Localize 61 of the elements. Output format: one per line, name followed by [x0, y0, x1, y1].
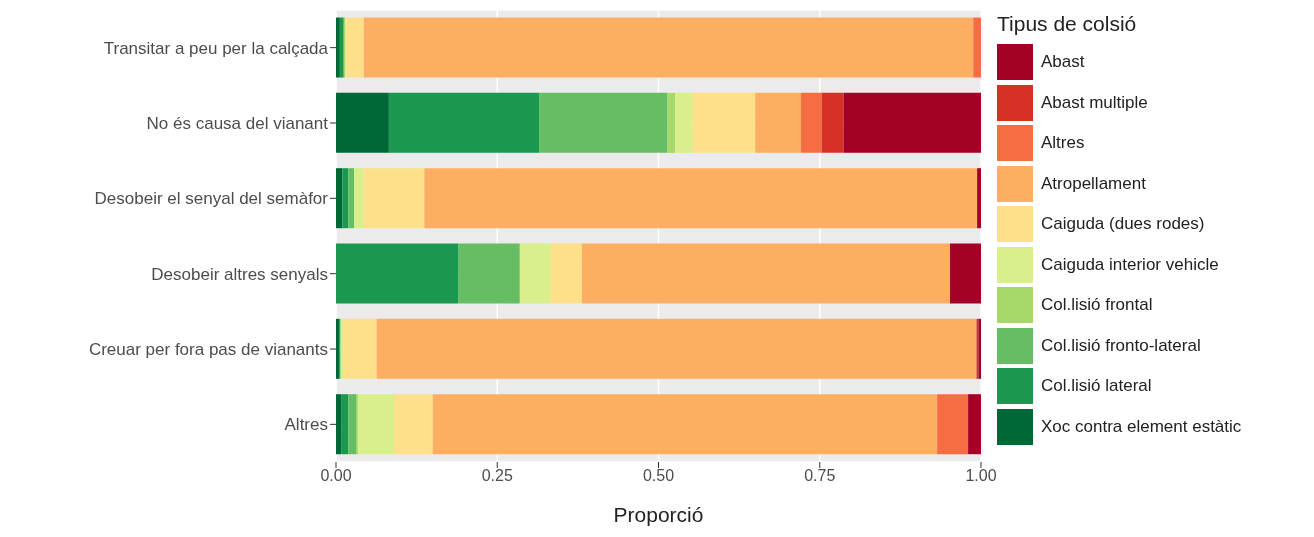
legend-label: Col.lisió fronto-lateral	[1041, 335, 1201, 356]
legend-label: Xoc contra element estàtic	[1041, 416, 1242, 437]
y-tick-label: Transitar a peu per la calçada	[103, 38, 329, 58]
bar	[977, 168, 981, 229]
legend-label: Atropellament	[1041, 173, 1146, 194]
bar	[581, 243, 951, 304]
bar	[336, 394, 342, 455]
bar	[937, 394, 969, 455]
bar	[336, 168, 343, 229]
x-tick-label: 0.50	[642, 467, 675, 485]
bar	[339, 17, 344, 78]
bar	[336, 243, 459, 304]
legend-label: Altres	[1041, 133, 1085, 154]
bar	[336, 17, 340, 78]
bar	[346, 17, 364, 78]
x-axis-title: Proporció	[613, 503, 704, 526]
legend-label: Caiguda interior vehicle	[1041, 254, 1219, 275]
legend-label: Caiguda (dues rodes)	[1041, 214, 1205, 235]
bar	[348, 168, 355, 229]
bar	[539, 92, 668, 153]
y-tick-label: Desobeir el senyal del semàfor	[94, 189, 329, 209]
bar	[363, 168, 425, 229]
bar	[342, 168, 349, 229]
bar	[394, 394, 433, 455]
y-tick-label: Desobeir altres senyals	[151, 264, 328, 284]
bar	[376, 318, 977, 379]
bar	[755, 92, 802, 153]
y-tick-label: Creuar per fora pas de vianants	[88, 340, 328, 360]
bar	[458, 243, 520, 304]
bar	[675, 92, 693, 153]
bar	[357, 394, 395, 455]
bar	[973, 17, 981, 78]
bar	[667, 92, 676, 153]
bar	[424, 168, 978, 229]
bar	[950, 243, 981, 304]
x-tick-label: 0.75	[804, 467, 836, 485]
bar	[336, 92, 389, 153]
legend-label: Col.lisió lateral	[1041, 376, 1152, 397]
bar	[354, 168, 364, 229]
y-tick-label: No és causa del vianant	[146, 114, 329, 134]
bar	[843, 92, 981, 153]
x-tick-label: 1.00	[965, 467, 997, 485]
bar	[801, 92, 822, 153]
bar	[341, 394, 349, 455]
bar	[821, 92, 844, 153]
legend-title: Tipus de colsió	[997, 12, 1138, 36]
legend-label: Abast multiple	[1041, 92, 1148, 113]
bar	[343, 318, 377, 379]
bar	[968, 394, 981, 455]
bar	[519, 243, 551, 304]
bar	[692, 92, 756, 153]
bar	[550, 243, 582, 304]
bar	[432, 394, 938, 455]
bar	[348, 394, 357, 455]
legend-label: Col.lisió frontal	[1041, 295, 1153, 316]
bar	[363, 17, 974, 78]
x-tick-label: 0.00	[320, 467, 352, 485]
legend-label: Abast	[1041, 52, 1085, 73]
y-tick-label: Altres	[284, 415, 328, 435]
x-tick-label: 0.25	[481, 467, 513, 485]
bar	[388, 92, 540, 153]
